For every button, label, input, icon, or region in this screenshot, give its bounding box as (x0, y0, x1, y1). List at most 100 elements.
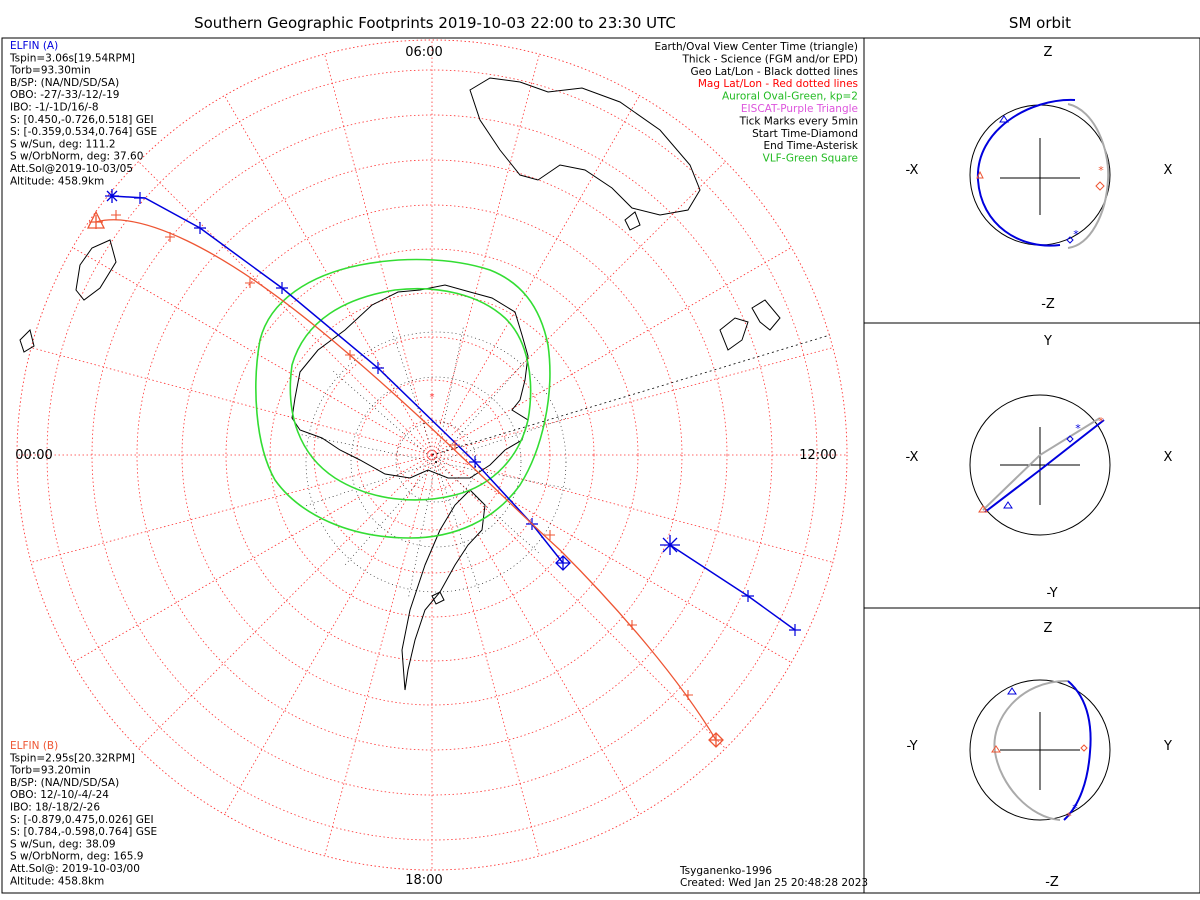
madagascar-coast (19, 329, 35, 353)
info-line: OBO: 12/-10/-4/-24 (10, 789, 109, 801)
label-right-xy: X (1164, 450, 1173, 465)
elfin-a-ticks (134, 192, 801, 636)
map-title: Southern Geographic Footprints 2019-10-0… (194, 14, 676, 32)
orbit-a-xy (984, 419, 1105, 513)
orbit-panel-yz-frame (863, 607, 1200, 894)
credit-model: Tsyganenko-1996 (679, 865, 772, 877)
orbit-marker-xz (976, 170, 984, 179)
elfin-a-info: ELFIN (A)Tspin=3.06s[19.54RPM]Torb=93.30… (9, 40, 157, 187)
orbit-panel-yz: * * Z -Z -Y Y (906, 621, 1172, 890)
orbit-b-triangle-xy (978, 505, 988, 513)
elfin-b-info: ELFIN (B)Tspin=2.95s[20.32RPM]Torb=93.20… (9, 740, 157, 887)
info-line: IBO: 18/-18/2/-26 (10, 802, 100, 814)
mag-lon-line (72, 454, 433, 663)
legend-item: Auroral Oval-Green, kp=2 (722, 91, 858, 103)
mag-lat-circle (269, 292, 595, 618)
mag-lat-lon-grid (17, 40, 847, 870)
earth-circle-xy (969, 394, 1111, 536)
geo-lon-line (435, 461, 481, 595)
info-line: Att.Sol@2019-10-03/05 (10, 163, 133, 175)
mag-lon-line (431, 454, 726, 749)
new-zealand-coast (719, 317, 749, 351)
geo-lat-circle (305, 331, 567, 593)
mag-lon-line (138, 161, 433, 456)
geo-lon-line (435, 356, 529, 463)
label-bottom-xy: -Y (1046, 586, 1057, 601)
info-line: S w/OrbNorm, deg: 37.60 (10, 151, 143, 163)
mag-lon-line (431, 247, 792, 456)
south-america-coast (401, 489, 486, 691)
time-label-top: 06:00 (405, 45, 442, 60)
mag-lon-line (31, 454, 433, 563)
mag-lon-line (431, 54, 540, 456)
info-line: Tspin=2.95s[20.32RPM] (9, 752, 135, 764)
orbit-a-yz (1063, 680, 1092, 821)
earth-circle-yz (969, 679, 1111, 821)
info-line: ELFIN (B) (10, 740, 58, 752)
orbit-b-end-xz (1095, 181, 1105, 191)
geo-lon-line (330, 369, 437, 463)
mag-lon-line (431, 95, 640, 456)
orbit-a-start-xz (999, 115, 1009, 123)
geo-lon-line (298, 433, 437, 463)
mag-lat-circle (356, 379, 508, 531)
info-line: S: [-0.359,0.534,0.764] GSE (10, 126, 157, 138)
label-bottom-xz: -Z (1041, 297, 1055, 312)
elfin-a-track-2 (669, 544, 796, 631)
info-line: Torb=93.30min (9, 65, 91, 77)
legend-item: Earth/Oval View Center Time (triangle) (654, 41, 858, 53)
geo-lon-line (407, 461, 437, 600)
geo-lon-line (435, 417, 569, 463)
orbit-b-end-yz: * (1066, 810, 1072, 823)
orbit-a-start-yz (1007, 687, 1017, 695)
pole-asterisk: * (430, 392, 435, 403)
orbit-b-xy (982, 417, 1101, 511)
orbit-a-end-xz: * (1073, 228, 1079, 241)
orbit-title: SM orbit (1009, 14, 1071, 32)
info-line: Altitude: 458.8km (10, 875, 104, 887)
info-line: Att.Sol@: 2019-10-03/00 (10, 863, 140, 875)
label-left-xy: -X (906, 450, 919, 465)
elfin-b-end-diamond (708, 732, 724, 748)
orbit-b-start-xy: * (1098, 415, 1104, 428)
legend-item: Tick Marks every 5min (739, 115, 858, 127)
label-top-xy: Y (1043, 334, 1052, 349)
antarctica-coast (291, 284, 529, 479)
auroral-oval-outer (255, 258, 551, 539)
geo-lon-line (391, 329, 437, 463)
credit-created: Created: Wed Jan 25 20:48:28 2023 (680, 877, 868, 889)
time-label-bottom: 18:00 (405, 873, 442, 888)
elfin-a-track (111, 195, 564, 564)
label-left-xz: -X (906, 163, 919, 178)
label-right-yz: Y (1163, 739, 1172, 754)
mag-lon-line (224, 454, 433, 815)
mag-lat-circle (136, 159, 728, 751)
mag-lon-line (224, 95, 433, 456)
mag-lon-line (138, 454, 433, 749)
auroral-oval-inner (289, 287, 532, 501)
mag-lon-line (324, 454, 433, 856)
info-line: Tspin=3.06s[19.54RPM] (9, 52, 135, 64)
orbit-panel-xz: * * Z -Z -X X (906, 45, 1173, 312)
info-line: Altitude: 458.9km (10, 175, 104, 187)
orbit-b-diamond-yz (1080, 744, 1088, 752)
mag-lon-line (324, 54, 433, 456)
label-right-xz: X (1164, 163, 1173, 178)
geo-lon-line (435, 461, 542, 555)
polar-map: * (16, 39, 848, 871)
orbit-a-xz (976, 98, 1076, 247)
legend-item: Start Time-Diamond (752, 128, 858, 140)
time-label-left: 00:00 (15, 448, 52, 463)
info-line: S w/Sun, deg: 38.09 (10, 838, 116, 850)
mag-lon-line (431, 347, 833, 456)
elfin-b-ticks (111, 210, 693, 700)
tasmania-coast (624, 211, 641, 231)
orbit-b-triangle-yz (991, 745, 1001, 753)
australia-coast (469, 77, 701, 216)
mag-lon-line (431, 454, 640, 815)
label-left-yz: -Y (906, 739, 917, 754)
falkland-islands (431, 591, 445, 605)
elfin-a-end-diamond (555, 555, 571, 571)
orbit-panel-xy: * * Y -Y -X X (906, 334, 1173, 601)
legend-item: EISCAT-Purple Triangle (741, 103, 858, 115)
